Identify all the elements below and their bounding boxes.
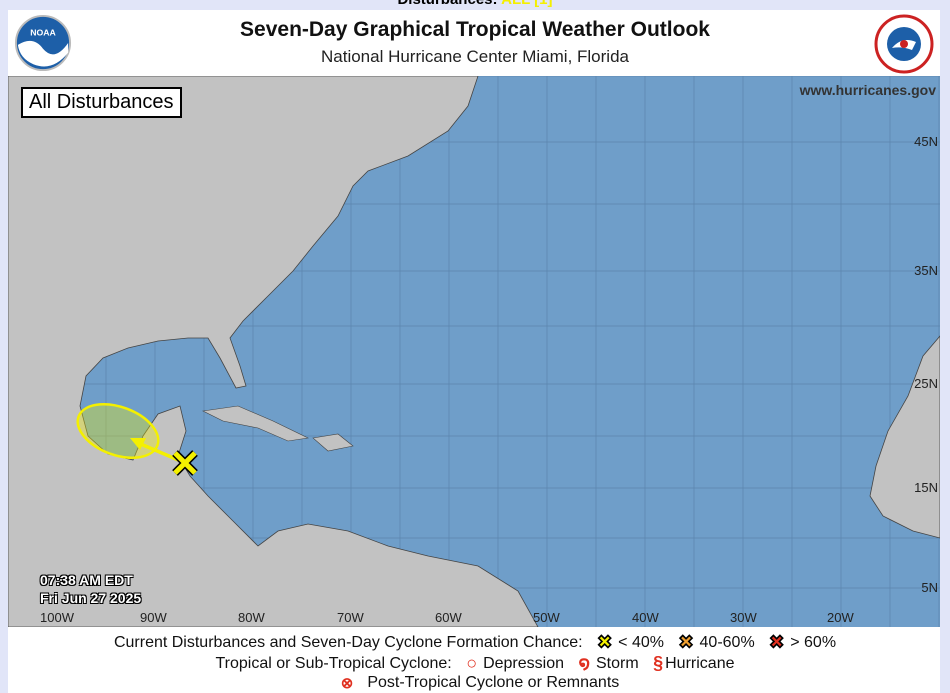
lon-label: 80W — [238, 610, 265, 625]
lon-label: 20W — [827, 610, 854, 625]
page-subtitle: National Hurricane Center Miami, Florida — [320, 47, 629, 66]
legend-low: < 40% — [618, 633, 664, 651]
lat-label: 25N — [914, 376, 938, 391]
hurricane-icon: § — [653, 653, 664, 673]
legend-high: > 60% — [790, 633, 837, 651]
legend-row-post-tropical: ⊗ Post-Tropical Cyclone or Remnants — [0, 674, 950, 692]
page-title: Seven-Day Graphical Tropical Weather Out… — [240, 18, 710, 41]
website-link[interactable]: www.hurricanes.gov — [799, 82, 936, 98]
nws-logo — [874, 14, 934, 74]
timestamp: 07:38 AM EDT Fri Jun 27 2025 — [40, 571, 141, 607]
legend-row-cyclone: Tropical or Sub-Tropical Cyclone: ○ Depre… — [0, 653, 950, 674]
post-tropical-icon: ⊗ — [340, 675, 354, 692]
filter-value[interactable]: ALL [1] — [501, 0, 552, 8]
disturbances-filter[interactable]: Disturbances: ALL [1] — [0, 0, 950, 8]
filter-label: Disturbances: — [397, 0, 497, 8]
depression-icon: ○ — [466, 653, 478, 673]
lon-label: 70W — [337, 610, 364, 625]
lat-label: 15N — [914, 480, 938, 495]
lon-label: 50W — [533, 610, 560, 625]
time-text: 07:38 AM EDT — [40, 572, 133, 588]
lon-label: 90W — [140, 610, 167, 625]
land-cuba — [202, 405, 310, 442]
lon-label: 100W — [40, 610, 74, 625]
lat-label: 5N — [921, 580, 938, 595]
noaa-logo: NOAA — [14, 14, 72, 72]
land-americas — [8, 76, 539, 627]
lat-label: 45N — [914, 134, 938, 149]
orange-x-icon: ✖ — [678, 632, 694, 653]
legend-mid: 40-60% — [699, 633, 755, 651]
storm-icon: ໑ — [578, 653, 590, 673]
date-text: Fri Jun 27 2025 — [40, 590, 142, 606]
yellow-x-icon: ✖ — [597, 632, 613, 653]
land-africa — [869, 335, 940, 539]
lon-label: 30W — [730, 610, 757, 625]
legend-label: Current Disturbances and Seven-Day Cyclo… — [113, 633, 583, 651]
outlook-map — [8, 76, 940, 627]
view-label: All Disturbances — [21, 87, 182, 118]
legend-label: Tropical or Sub-Tropical Cyclone: — [215, 654, 452, 672]
legend-depression: Depression — [483, 654, 564, 672]
legend-row-formation-chance: Current Disturbances and Seven-Day Cyclo… — [0, 632, 950, 653]
disturbance-x-marker — [172, 450, 198, 476]
legend-post-tropical: Post-Tropical Cyclone or Remnants — [367, 674, 620, 691]
lon-label: 60W — [435, 610, 462, 625]
svg-text:NOAA: NOAA — [30, 27, 56, 37]
legend-hurricane: Hurricane — [665, 654, 735, 672]
lon-label: 40W — [632, 610, 659, 625]
red-x-icon: ✖ — [769, 632, 785, 653]
land-hispaniola — [312, 433, 354, 452]
legend-storm: Storm — [595, 654, 639, 672]
disturbance-area[interactable] — [70, 394, 198, 476]
lat-label: 35N — [914, 263, 938, 278]
